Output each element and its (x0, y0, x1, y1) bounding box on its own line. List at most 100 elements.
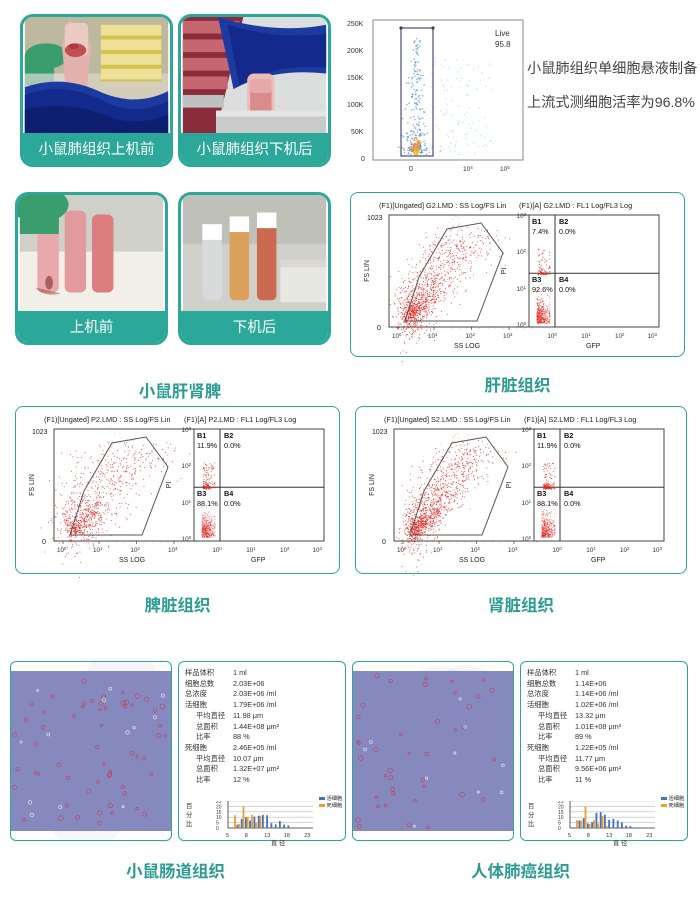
svg-text:0: 0 (377, 325, 381, 332)
svg-text:B3: B3 (537, 489, 546, 498)
svg-text:0.0%: 0.0% (564, 441, 581, 450)
svg-text:103: 103 (517, 212, 527, 220)
svg-text:0.0%: 0.0% (559, 285, 576, 294)
svg-text:10: 10 (558, 815, 564, 821)
svg-text:15: 15 (216, 810, 222, 816)
svg-text:1023: 1023 (372, 429, 388, 436)
svg-text:102: 102 (280, 546, 290, 554)
svg-text:101: 101 (517, 285, 527, 293)
svg-text:102: 102 (471, 546, 481, 554)
svg-text:103: 103 (653, 546, 663, 554)
svg-text:20: 20 (216, 804, 222, 810)
svg-text:8: 8 (245, 833, 248, 839)
svg-text:103: 103 (313, 546, 323, 554)
svg-text:13: 13 (264, 833, 270, 839)
svg-text:23: 23 (646, 833, 652, 839)
svg-text:102: 102 (620, 546, 630, 554)
svg-text:100: 100 (57, 546, 67, 554)
svg-text:102: 102 (517, 248, 527, 256)
svg-text:102: 102 (182, 462, 192, 470)
svg-text:100: 100 (392, 332, 402, 340)
svg-text:B3: B3 (532, 275, 541, 284)
svg-text:101: 101 (586, 546, 596, 554)
svg-text:PI: PI (506, 482, 513, 489)
svg-text:(F1)[A] S2.LMD : FL1 Log/FL3 L: (F1)[A] S2.LMD : FL1 Log/FL3 Log (524, 415, 636, 424)
svg-text:FS LIN: FS LIN (29, 474, 36, 496)
svg-text:11.9%: 11.9% (197, 441, 218, 450)
svg-text:20: 20 (558, 804, 564, 810)
svg-text:B4: B4 (224, 489, 234, 498)
svg-text:B1: B1 (532, 217, 541, 226)
svg-text:92.6%: 92.6% (532, 285, 553, 294)
svg-text:5: 5 (558, 821, 561, 827)
svg-text:FS LIN: FS LIN (364, 260, 371, 282)
svg-text:5: 5 (216, 821, 219, 827)
svg-text:150K: 150K (347, 75, 364, 82)
svg-text:B1: B1 (537, 431, 546, 440)
svg-text:0.0%: 0.0% (564, 499, 581, 508)
svg-text:PI: PI (166, 482, 173, 489)
svg-text:Live: Live (495, 29, 510, 38)
svg-text:15: 15 (558, 810, 564, 816)
svg-text:105: 105 (500, 165, 510, 173)
svg-text:0: 0 (216, 826, 219, 832)
svg-text:PI: PI (501, 268, 508, 275)
svg-text:B4: B4 (559, 275, 569, 284)
svg-text:100: 100 (552, 546, 562, 554)
svg-text:88.1%: 88.1% (537, 499, 558, 508)
svg-text:7.4%: 7.4% (532, 227, 549, 236)
svg-text:100: 100 (212, 546, 222, 554)
svg-text:B3: B3 (197, 489, 206, 498)
svg-text:101: 101 (182, 499, 192, 507)
svg-text:100: 100 (522, 535, 532, 543)
svg-text:1023: 1023 (367, 215, 383, 222)
svg-text:0: 0 (42, 539, 46, 546)
svg-text:0: 0 (409, 166, 413, 173)
svg-text:101: 101 (522, 499, 532, 507)
svg-text:100: 100 (182, 535, 192, 543)
svg-text:SS LOG: SS LOG (454, 343, 480, 350)
svg-text:101: 101 (428, 332, 438, 340)
svg-text:FS LIN: FS LIN (369, 474, 376, 496)
svg-text:103: 103 (522, 426, 532, 434)
svg-text:100: 100 (517, 321, 527, 329)
svg-text:10: 10 (216, 815, 222, 821)
svg-text:5: 5 (226, 833, 229, 839)
svg-text:103: 103 (182, 426, 192, 434)
svg-text:101: 101 (433, 546, 443, 554)
svg-text:0.0%: 0.0% (224, 499, 241, 508)
svg-text:100: 100 (547, 332, 557, 340)
svg-text:GFP: GFP (586, 343, 601, 350)
svg-text:100: 100 (397, 546, 407, 554)
svg-text:(F1)[Ungated] P2.LMD : SS Log/: (F1)[Ungated] P2.LMD : SS Log/FS Lin (44, 415, 171, 424)
svg-text:101: 101 (93, 546, 103, 554)
svg-text:50K: 50K (351, 129, 364, 136)
svg-text:104: 104 (463, 165, 473, 173)
svg-text:102: 102 (522, 462, 532, 470)
svg-text:GFP: GFP (591, 557, 606, 564)
svg-text:(F1)[A] G2.LMD : FL1 Log/FL3 L: (F1)[A] G2.LMD : FL1 Log/FL3 Log (519, 201, 632, 210)
svg-text:250K: 250K (347, 21, 364, 28)
svg-text:88.1%: 88.1% (197, 499, 218, 508)
svg-text:(F1)[A] P2.LMD : FL1 Log/FL3 L: (F1)[A] P2.LMD : FL1 Log/FL3 Log (184, 415, 296, 424)
svg-text:B2: B2 (224, 431, 233, 440)
svg-text:0: 0 (382, 539, 386, 546)
svg-text:GFP: GFP (251, 557, 266, 564)
svg-text:0: 0 (361, 156, 365, 163)
svg-text:B2: B2 (559, 217, 568, 226)
svg-text:0: 0 (558, 826, 561, 832)
svg-text:(F1)[Ungated] G2.LMD : SS Log/: (F1)[Ungated] G2.LMD : SS Log/FS Lin (379, 201, 506, 210)
svg-text:102: 102 (466, 332, 476, 340)
svg-text:B2: B2 (564, 431, 573, 440)
svg-text:100K: 100K (347, 102, 364, 109)
svg-text:102: 102 (615, 332, 625, 340)
svg-text:8: 8 (587, 833, 590, 839)
svg-text:102: 102 (131, 546, 141, 554)
svg-text:B4: B4 (564, 489, 574, 498)
svg-text:11.9%: 11.9% (537, 441, 558, 450)
svg-text:103: 103 (648, 332, 658, 340)
svg-text:200K: 200K (347, 48, 364, 55)
svg-text:SS LOG: SS LOG (459, 557, 485, 564)
svg-text:25: 25 (216, 801, 222, 805)
svg-text:101: 101 (581, 332, 591, 340)
